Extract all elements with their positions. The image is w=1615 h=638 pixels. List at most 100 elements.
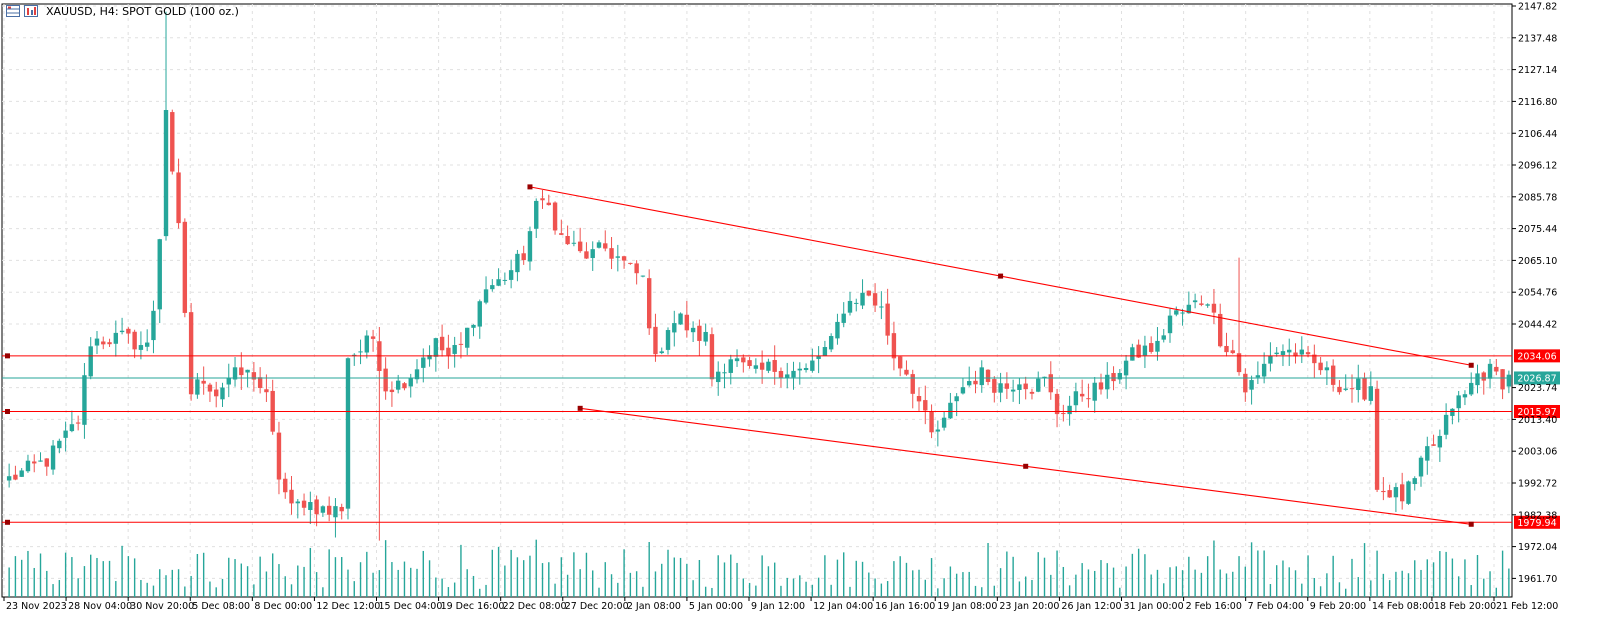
candle-body bbox=[766, 361, 771, 371]
candle-body bbox=[483, 289, 489, 303]
candle-body bbox=[94, 338, 100, 346]
candle-body bbox=[207, 384, 213, 392]
candle-body bbox=[38, 460, 43, 462]
candle-body bbox=[414, 369, 420, 380]
candle-body bbox=[810, 360, 815, 371]
candle-body bbox=[1374, 388, 1380, 490]
x-tick-label: 27 Dec 20:00 bbox=[565, 601, 629, 612]
price-tag-bg bbox=[1514, 349, 1560, 363]
x-tick-label: 2 Jan 08:00 bbox=[627, 601, 681, 612]
candle-body bbox=[954, 396, 959, 402]
candle-body bbox=[1268, 355, 1273, 364]
current-price-label: 2026.87 bbox=[1517, 373, 1556, 384]
candle-body bbox=[176, 172, 181, 224]
candle-body bbox=[1079, 393, 1085, 397]
candle-body bbox=[439, 336, 445, 351]
candle-body bbox=[32, 461, 37, 464]
x-tick-label: 9 Feb 20:00 bbox=[1310, 601, 1366, 612]
candle-body bbox=[490, 285, 495, 290]
candle-body bbox=[138, 345, 144, 350]
candle-body bbox=[1406, 481, 1411, 504]
y-tick-label: 2075.44 bbox=[1518, 224, 1557, 235]
y-tick-label: 2147.82 bbox=[1518, 2, 1557, 13]
candle-body bbox=[465, 327, 470, 348]
candle-body bbox=[144, 342, 150, 347]
candle-body bbox=[496, 279, 501, 286]
candle-body bbox=[345, 358, 351, 509]
candle-body bbox=[182, 221, 188, 313]
candle-body bbox=[609, 248, 614, 259]
candle-body bbox=[1287, 349, 1292, 353]
x-tick-label: 23 Jan 20:00 bbox=[999, 601, 1059, 612]
candle-body bbox=[63, 430, 68, 438]
candle-body bbox=[891, 333, 897, 359]
y-tick-label: 2065.10 bbox=[1518, 256, 1557, 267]
candle-body bbox=[508, 270, 514, 280]
candle-body bbox=[163, 110, 169, 237]
candle-body bbox=[1450, 408, 1455, 416]
candle-body bbox=[872, 293, 878, 306]
candle-body bbox=[308, 502, 313, 511]
chart-grid-icon[interactable] bbox=[6, 5, 20, 17]
candle-body bbox=[1343, 388, 1348, 390]
x-tick-label: 19 Dec 16:00 bbox=[441, 601, 505, 612]
chart-title-bar: XAUUSD, H4: SPOT GOLD (100 oz.) bbox=[6, 3, 239, 19]
horizontal-levels: 2034.06 2015.97 1979.94 bbox=[2, 349, 1560, 529]
trendline-anchor bbox=[577, 405, 583, 411]
candle-body bbox=[803, 367, 809, 371]
x-tick-label: 15 Dec 04:00 bbox=[379, 601, 443, 612]
candle-body bbox=[1054, 393, 1060, 415]
candle-body bbox=[1199, 303, 1204, 305]
candle-body bbox=[1130, 347, 1135, 361]
candle-body bbox=[703, 331, 708, 342]
candle-body bbox=[640, 275, 646, 277]
x-tick-label: 16 Jan 16:00 bbox=[875, 601, 935, 612]
candle-body bbox=[948, 402, 953, 419]
candle-body bbox=[1280, 351, 1286, 355]
x-tick-label: 21 Feb 12:00 bbox=[1496, 601, 1558, 612]
candle-body bbox=[1211, 303, 1217, 313]
candle-body bbox=[521, 253, 526, 261]
candle-body bbox=[596, 242, 602, 248]
candle-body bbox=[1017, 384, 1022, 390]
candle-body bbox=[132, 331, 137, 350]
candle-body bbox=[1048, 374, 1053, 393]
candle-body bbox=[151, 310, 156, 341]
candle-body bbox=[615, 256, 621, 258]
candle-body bbox=[646, 278, 652, 329]
candle-body bbox=[1105, 374, 1110, 390]
candle-body bbox=[1042, 376, 1047, 379]
candle-body bbox=[979, 367, 984, 386]
candle-body bbox=[113, 332, 119, 344]
candle-body bbox=[1500, 369, 1505, 390]
candle-body bbox=[1086, 398, 1091, 400]
y-tick-label: 2127.14 bbox=[1518, 65, 1557, 76]
y-tick-label: 2085.78 bbox=[1518, 192, 1557, 203]
candle-body bbox=[69, 424, 75, 432]
candle-body bbox=[973, 380, 978, 385]
candle-body bbox=[565, 235, 570, 245]
candle-body bbox=[358, 351, 363, 353]
chart-bars-icon[interactable] bbox=[24, 5, 38, 17]
candle-body bbox=[264, 389, 269, 393]
candle-body bbox=[1324, 367, 1330, 371]
candle-body bbox=[1425, 446, 1430, 461]
candle-body bbox=[734, 358, 740, 362]
candle-body bbox=[1236, 353, 1242, 373]
candle-body bbox=[741, 357, 746, 363]
candle-body bbox=[1330, 365, 1336, 385]
candle-body bbox=[1192, 300, 1198, 303]
candle-body bbox=[1337, 386, 1342, 393]
candle-body bbox=[828, 336, 834, 350]
candle-body bbox=[998, 383, 1003, 393]
candle-body bbox=[1249, 380, 1254, 390]
candle-body bbox=[188, 312, 194, 395]
candle-body bbox=[421, 357, 426, 368]
candle-body bbox=[709, 334, 715, 380]
candle-body bbox=[916, 396, 922, 402]
y-tick-label: 2013.40 bbox=[1518, 415, 1557, 426]
candle-body bbox=[1456, 395, 1461, 409]
candle-body bbox=[75, 422, 81, 424]
